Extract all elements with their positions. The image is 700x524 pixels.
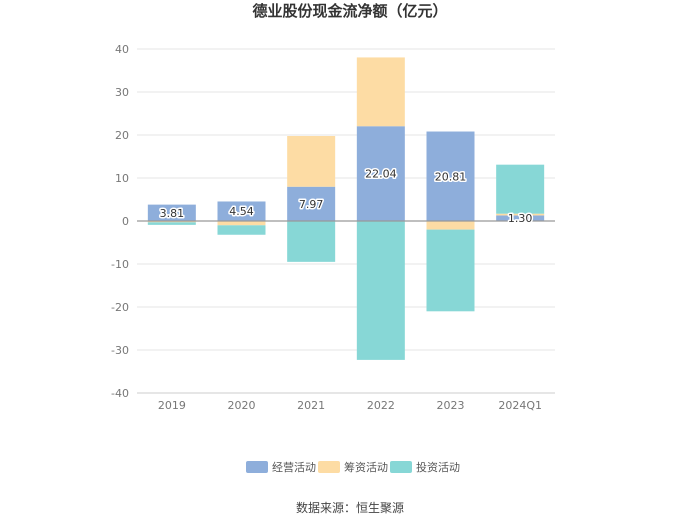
y-axis: -40 -30 -20 -10 0 10 20 30 40: [111, 43, 129, 400]
y-tick-label: -10: [111, 258, 129, 271]
x-tick-label: 2019: [158, 399, 186, 412]
legend-item-0[interactable]: 经营活动: [246, 460, 316, 474]
bar-2024Q1-series-2[interactable]: [496, 164, 545, 214]
chart-title: 德业股份现金流净额（亿元）: [252, 2, 447, 20]
bar-2020-series-2[interactable]: [217, 225, 266, 235]
legend-swatch: [246, 461, 268, 473]
legend-label: 经营活动: [272, 460, 316, 474]
y-tick-label: 10: [115, 172, 129, 185]
data-label: 4.54: [229, 205, 254, 218]
data-label-halo: 3.81: [160, 207, 185, 220]
y-tick-label: 40: [115, 43, 129, 56]
data-label-halo: 1.30: [508, 212, 533, 225]
bar-2019-series-0[interactable]: [147, 204, 196, 221]
x-tick-label: 2020: [228, 399, 256, 412]
data-label: 22.04: [365, 168, 397, 181]
bar-2022-series-1[interactable]: [356, 57, 405, 127]
data-label: 3.81: [160, 207, 185, 220]
data-label-halo: 20.81: [435, 170, 467, 183]
y-tick-label: -20: [111, 301, 129, 314]
bar-2023-series-0[interactable]: [426, 131, 475, 221]
bar-2019-series-1[interactable]: [147, 221, 196, 223]
x-tick-label: 2024Q1: [498, 399, 542, 412]
y-tick-label: 30: [115, 86, 129, 99]
bar-2023-series-2[interactable]: [426, 229, 475, 312]
y-tick-label: -30: [111, 344, 129, 357]
x-tick-label: 2022: [367, 399, 395, 412]
y-tick-label: 0: [122, 215, 129, 228]
bar-2021-series-1[interactable]: [287, 135, 336, 187]
x-tick-label: 2023: [437, 399, 465, 412]
data-label: 1.30: [508, 212, 533, 225]
bars: [147, 57, 545, 360]
bar-2024Q1-series-1[interactable]: [496, 213, 545, 216]
bar-2021-series-2[interactable]: [287, 221, 336, 262]
x-axis: 2019 2020 2021 2022 2023 2024Q1: [137, 392, 555, 412]
legend[interactable]: 经营活动 筹资活动 投资活动: [246, 460, 460, 474]
x-tick-label: 2021: [297, 399, 325, 412]
data-label: 20.81: [435, 170, 467, 183]
bar-2021-series-0[interactable]: [287, 186, 336, 221]
data-label-halo: 4.54: [229, 205, 254, 218]
bar-2023-series-1[interactable]: [426, 221, 475, 230]
legend-swatch: [318, 461, 340, 473]
legend-label: 筹资活动: [344, 460, 388, 474]
data-label-halo: 7.97: [299, 198, 324, 211]
bar-2020-series-1[interactable]: [217, 221, 266, 226]
y-tick-label: -40: [111, 387, 129, 400]
legend-swatch: [390, 461, 412, 473]
y-tick-label: 20: [115, 129, 129, 142]
data-label-halo: 22.04: [365, 168, 397, 181]
legend-label: 投资活动: [416, 460, 460, 474]
legend-item-1[interactable]: 筹资活动: [318, 460, 388, 474]
bar-2019-series-2[interactable]: [147, 222, 196, 225]
data-label: 7.97: [299, 198, 324, 211]
bar-2024Q1-series-0[interactable]: [496, 215, 545, 221]
source-note: 数据来源：恒生聚源: [296, 500, 404, 515]
bar-2020-series-0[interactable]: [217, 201, 266, 221]
bar-2022-series-0[interactable]: [356, 126, 405, 221]
bar-2022-series-2[interactable]: [356, 221, 405, 360]
legend-item-2[interactable]: 投资活动: [390, 460, 460, 474]
